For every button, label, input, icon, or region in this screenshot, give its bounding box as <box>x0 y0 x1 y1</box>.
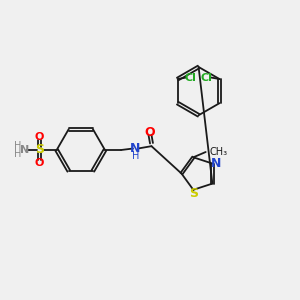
Text: N: N <box>211 157 221 170</box>
Text: O: O <box>35 132 44 142</box>
Text: H: H <box>14 149 22 159</box>
Text: N: N <box>20 145 29 155</box>
Text: O: O <box>145 125 155 139</box>
Text: CH₃: CH₃ <box>209 147 227 157</box>
Text: H: H <box>132 151 139 160</box>
Text: Cl: Cl <box>201 73 212 82</box>
Text: N: N <box>130 142 140 155</box>
Text: O: O <box>35 158 44 168</box>
Text: S: S <box>189 187 198 200</box>
Text: Cl: Cl <box>185 73 197 82</box>
Text: S: S <box>35 143 44 157</box>
Text: H: H <box>14 141 22 151</box>
